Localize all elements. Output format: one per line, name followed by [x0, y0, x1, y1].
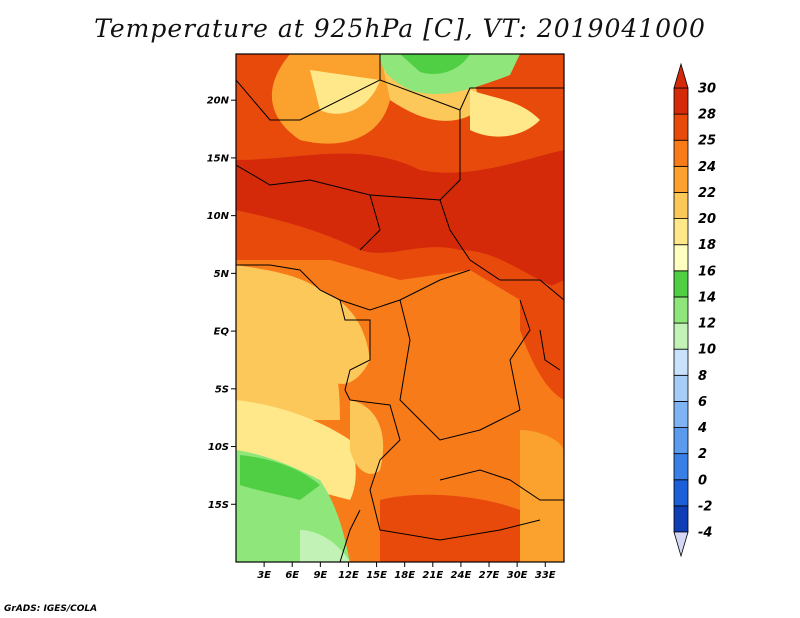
colorbar-label: 12: [698, 317, 716, 332]
lat-tick-label: 5N: [214, 269, 230, 280]
colorbar-label: 28: [698, 108, 716, 123]
lon-tick-label: 18E: [394, 570, 415, 581]
colorbar-label: 8: [698, 369, 707, 384]
colorbar-swatch: [673, 505, 689, 533]
colorbar-label: 18: [698, 238, 716, 253]
colorbar-swatch: [673, 322, 689, 350]
lat-tick-label: EQ: [214, 327, 230, 338]
zone-west-coast: [236, 265, 340, 420]
colorbar-swatch: [673, 348, 689, 376]
country-borders: [236, 54, 564, 562]
colorbar-label: 14: [698, 290, 716, 305]
map-title: Temperature at 925hPa [C], VT: 201904100…: [94, 14, 706, 43]
zone-south-hot: [380, 494, 520, 562]
grads-credit: GrADS: IGES/COLA: [4, 604, 98, 614]
colorbar-label: 10: [698, 343, 716, 358]
colorbar-swatch: [673, 113, 689, 141]
colorbar-swatch: [673, 244, 689, 272]
zone-hot-sahel: [236, 150, 564, 290]
lon-tick-label: 9E: [313, 570, 327, 581]
colorbar-label: 16: [698, 264, 716, 279]
zone-green-north-inner: [400, 54, 470, 74]
lon-tick-label: 3E: [257, 570, 271, 581]
colorbar-swatch: [673, 87, 689, 115]
zone-cool-sahara-mid: [310, 70, 380, 114]
lat-tick-label: 15S: [208, 500, 229, 511]
lat-tick-label: 20N: [207, 96, 230, 107]
colorbar-label: -2: [698, 499, 712, 514]
colorbar-label: 4: [697, 421, 707, 436]
map-frame: [235, 53, 565, 563]
lat-tick-label: 15N: [207, 153, 230, 164]
colorbar-label: -4: [698, 526, 712, 541]
zone-angola-yellow: [350, 400, 384, 474]
zone-ne-yellow: [470, 90, 540, 137]
temperature-field: [236, 54, 564, 562]
colorbar-label: 22: [698, 186, 716, 201]
colorbar-swatch: [673, 374, 689, 402]
lon-tick-label: 27E: [479, 570, 500, 581]
lon-tick-label: 33E: [535, 570, 556, 581]
lon-tick-label: 21E: [422, 570, 443, 581]
lon-tick-label: 24E: [451, 570, 472, 581]
colorbar-under-arrow: [673, 531, 689, 558]
colorbar-swatch: [673, 165, 689, 193]
colorbar-swatch: [673, 218, 689, 246]
colorbar-swatch: [673, 453, 689, 481]
colorbar-label: 30: [698, 82, 716, 97]
colorbar-swatch: [673, 296, 689, 324]
colorbar-label: 0: [698, 473, 707, 488]
colorbar-swatch: [673, 427, 689, 455]
colorbar-over-arrow: [673, 62, 689, 89]
colorbar-swatch: [673, 139, 689, 167]
lat-tick-label: 10N: [207, 211, 230, 222]
zone-southeast-warm: [520, 430, 564, 562]
axis-ticks: 20N 15N 10N 5N EQ 5S 10S 15S 3E 6E 9E 12E 15E 18E 21E 2…: [207, 96, 556, 581]
zone-southwest-pale: [300, 530, 350, 562]
lon-tick-label: 12E: [338, 570, 359, 581]
colorbar-label: 2: [698, 447, 707, 462]
colorbar-swatch: [673, 401, 689, 428]
zone-green-south-inner: [240, 455, 320, 500]
lat-tick-label: 5S: [215, 384, 229, 395]
colorbar-label: 24: [698, 160, 716, 175]
lon-tick-label: 15E: [366, 570, 387, 581]
lon-tick-label: 6E: [285, 570, 299, 581]
colorbar-label: 25: [698, 134, 716, 149]
colorbar-swatch: [673, 270, 689, 298]
colorbar-swatch: [673, 479, 689, 507]
lon-tick-label: 30E: [507, 570, 528, 581]
colorbar-swatch: [673, 192, 689, 219]
colorbar-label: 6: [698, 395, 707, 410]
lat-tick-label: 10S: [208, 442, 229, 453]
colorbar-label: 20: [698, 212, 716, 227]
zone-gabon-yellow: [318, 290, 370, 384]
